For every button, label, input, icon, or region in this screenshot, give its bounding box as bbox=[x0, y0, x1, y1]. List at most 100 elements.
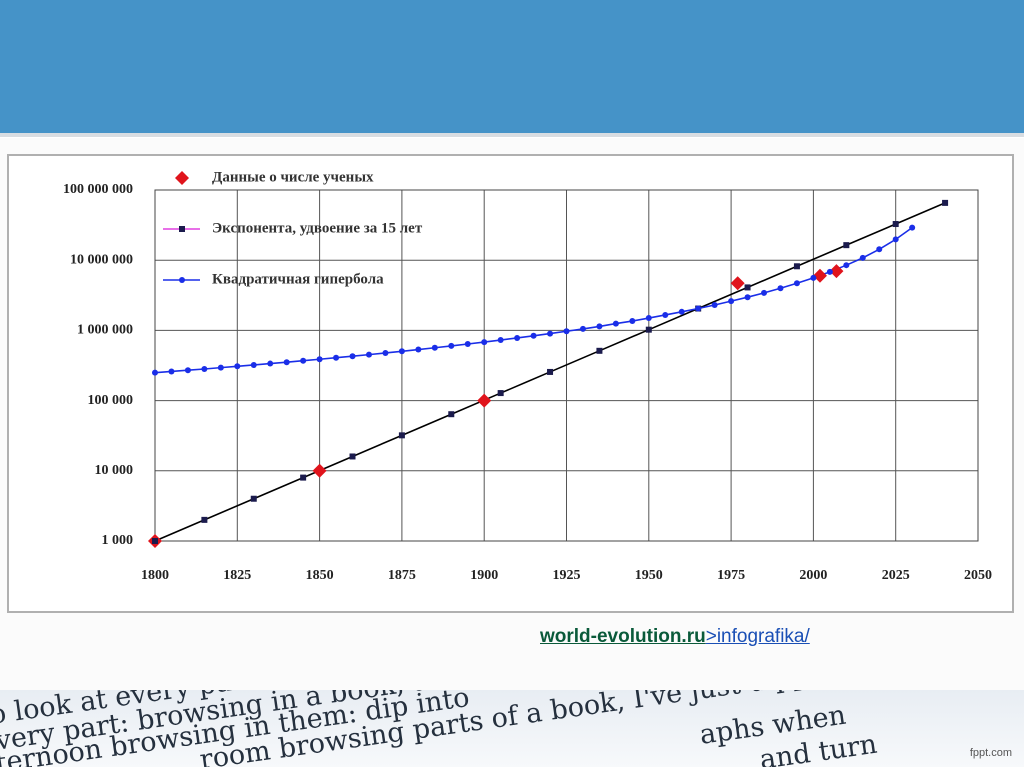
x-tick-label: 1950 bbox=[635, 568, 663, 583]
marker bbox=[217, 364, 224, 371]
x-tick-label: 2050 bbox=[964, 568, 992, 583]
source-site[interactable]: world-evolution.ru bbox=[540, 626, 706, 647]
x-tick-label: 1800 bbox=[141, 568, 169, 583]
marker bbox=[250, 361, 257, 368]
marker bbox=[481, 339, 488, 346]
x-tick-label: 2025 bbox=[882, 568, 910, 583]
marker bbox=[312, 463, 327, 478]
marker bbox=[793, 280, 800, 287]
marker bbox=[398, 432, 405, 439]
marker bbox=[514, 334, 521, 341]
footer: fppt.com bbox=[969, 747, 1012, 759]
marker bbox=[876, 246, 883, 253]
marker bbox=[744, 294, 751, 301]
x-tick-label: 1900 bbox=[470, 568, 498, 583]
marker bbox=[793, 263, 800, 270]
chart: 1 000 10 000 100 000 1 000 000 10 000 000 100… bbox=[7, 154, 1014, 613]
y-tick-label: 1 000 000 bbox=[77, 323, 133, 338]
marker bbox=[645, 326, 652, 333]
marker bbox=[316, 356, 323, 363]
marker bbox=[477, 393, 492, 408]
marker bbox=[152, 538, 158, 544]
marker bbox=[431, 344, 438, 351]
marker bbox=[184, 367, 191, 374]
marker bbox=[547, 368, 554, 375]
marker bbox=[563, 328, 570, 335]
marker bbox=[448, 342, 455, 349]
source-link[interactable]: world-evolution.ru>infografika/ bbox=[540, 626, 810, 648]
marker bbox=[234, 363, 241, 370]
marker bbox=[267, 360, 274, 367]
x-tick-label: 1825 bbox=[223, 568, 251, 583]
marker bbox=[175, 171, 189, 185]
marker bbox=[645, 315, 652, 322]
marker bbox=[398, 348, 405, 355]
marker bbox=[744, 284, 751, 291]
marker bbox=[812, 268, 827, 283]
source-path[interactable]: >infografika/ bbox=[705, 626, 810, 647]
chart-frame bbox=[7, 154, 1014, 613]
marker bbox=[349, 453, 356, 460]
marker bbox=[415, 346, 422, 353]
marker bbox=[859, 254, 866, 261]
x-tick-label: 1875 bbox=[388, 568, 416, 583]
marker bbox=[892, 236, 899, 243]
marker bbox=[300, 474, 307, 481]
marker bbox=[497, 337, 504, 344]
marker bbox=[892, 221, 899, 228]
plot-area bbox=[154, 189, 979, 542]
marker bbox=[382, 349, 389, 356]
marker bbox=[152, 369, 158, 376]
marker bbox=[464, 341, 471, 348]
marker bbox=[761, 289, 768, 296]
marker bbox=[629, 318, 636, 325]
x-tick-label: 1925 bbox=[553, 568, 581, 583]
title-bar bbox=[0, 0, 1024, 137]
marker bbox=[612, 320, 619, 327]
marker bbox=[810, 274, 817, 281]
marker bbox=[365, 351, 372, 358]
y-tick-label: 100 000 000 bbox=[63, 182, 133, 197]
marker bbox=[579, 325, 586, 332]
legend-label: Экспонента, удвоение за 15 лет bbox=[212, 220, 423, 236]
marker bbox=[201, 516, 208, 523]
legend-label: Квадратичная гипербола bbox=[212, 271, 384, 287]
marker bbox=[728, 298, 735, 305]
marker bbox=[829, 264, 844, 279]
marker bbox=[730, 276, 745, 291]
marker bbox=[168, 368, 175, 375]
marker bbox=[179, 277, 185, 283]
marker bbox=[711, 302, 718, 309]
marker bbox=[678, 308, 685, 315]
marker bbox=[300, 357, 307, 364]
x-tick-label: 1975 bbox=[717, 568, 745, 583]
x-tick-label: 2000 bbox=[799, 568, 827, 583]
photo-strip: o look at every part: browsingevery part… bbox=[0, 690, 1024, 767]
marker bbox=[201, 365, 208, 372]
legend-label: Данные о числе ученых bbox=[212, 169, 374, 185]
marker bbox=[179, 226, 185, 232]
legend: Данные о числе ученых Экспонента, удвоени… bbox=[163, 169, 423, 287]
marker bbox=[942, 199, 949, 206]
marker bbox=[662, 311, 669, 318]
y-tick-label: 10 000 bbox=[95, 463, 134, 478]
marker bbox=[448, 411, 455, 418]
marker bbox=[250, 495, 257, 502]
marker bbox=[596, 323, 603, 330]
marker bbox=[530, 332, 537, 339]
marker bbox=[826, 268, 833, 275]
marker bbox=[777, 285, 784, 292]
marker bbox=[909, 224, 916, 231]
y-tick-label: 10 000 000 bbox=[70, 252, 133, 267]
marker bbox=[547, 330, 554, 337]
y-tick-label: 100 000 bbox=[88, 393, 134, 408]
marker bbox=[333, 354, 340, 361]
y-tick-label: 1 000 bbox=[102, 533, 134, 548]
marker bbox=[843, 262, 850, 269]
marker bbox=[283, 359, 290, 366]
x-tick-label: 1850 bbox=[306, 568, 334, 583]
marker bbox=[843, 242, 850, 249]
marker bbox=[695, 305, 702, 312]
marker bbox=[349, 353, 356, 360]
